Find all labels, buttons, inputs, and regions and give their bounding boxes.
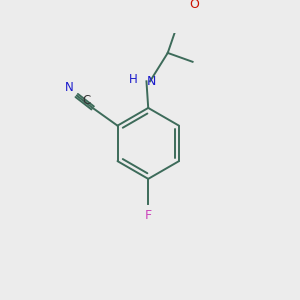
Text: O: O bbox=[189, 0, 199, 11]
Text: N: N bbox=[64, 81, 73, 94]
Text: N: N bbox=[146, 75, 156, 88]
Text: C: C bbox=[82, 94, 91, 107]
Text: F: F bbox=[145, 209, 152, 222]
Text: H: H bbox=[129, 73, 138, 86]
